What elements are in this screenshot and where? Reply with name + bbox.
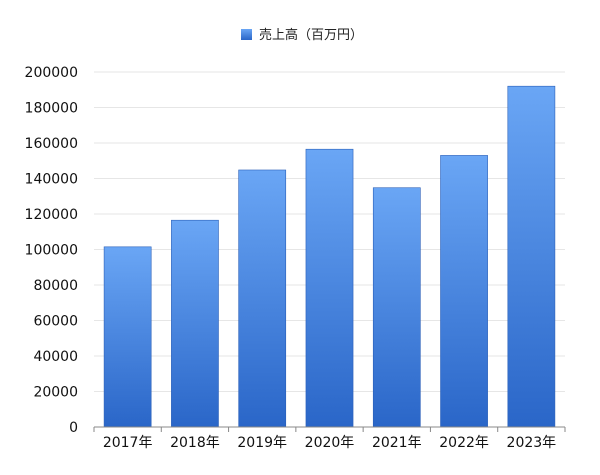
x-tick-label: 2020年 (305, 435, 355, 451)
y-tick-label: 180000 (25, 101, 78, 117)
legend: 売上高（百万円） (241, 27, 363, 43)
y-tick-label: 20000 (33, 385, 78, 401)
x-tick-label: 2021年 (372, 435, 422, 451)
bar (305, 148, 354, 428)
bar (238, 169, 287, 428)
y-tick-label: 80000 (33, 278, 78, 294)
x-tick-label: 2017年 (103, 435, 153, 451)
x-tick-label: 2019年 (237, 435, 287, 451)
y-tick-label: 120000 (25, 207, 78, 223)
bar (103, 246, 152, 428)
legend-label: 売上高（百万円） (259, 27, 363, 43)
y-tick-label: 160000 (25, 136, 78, 152)
y-axis: 0 20000 40000 60000 80000 100000 120000 140000 1… (25, 65, 78, 436)
bar (507, 85, 556, 428)
y-tick-label: 0 (69, 420, 78, 436)
y-tick-label: 200000 (25, 65, 78, 81)
bar (440, 155, 488, 428)
y-tick-label: 140000 (25, 172, 78, 188)
bar (372, 187, 421, 428)
x-tick-label: 2018年 (170, 435, 220, 451)
y-tick-label: 40000 (33, 349, 78, 365)
x-tick-label: 2023年 (507, 435, 557, 451)
y-tick-label: 60000 (33, 314, 78, 330)
bars (103, 85, 556, 428)
bar (171, 219, 219, 428)
y-tick-label: 100000 (25, 243, 78, 259)
x-axis: 2017年 2018年 2019年 2020年 2021年 2022年 2023年 (93, 426, 566, 451)
x-tick-label: 2022年 (439, 435, 489, 451)
legend-swatch (241, 29, 252, 40)
